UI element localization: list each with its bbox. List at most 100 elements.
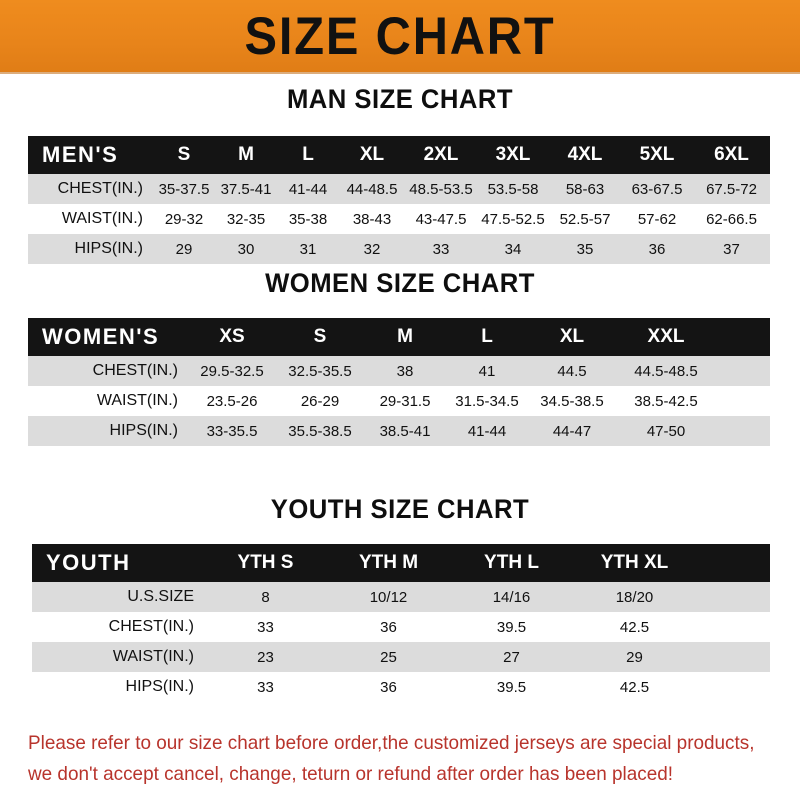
youth-col-header: YTH S [237,552,294,573]
women-cell: 38.5-42.5 [634,392,698,410]
disclaimer-line-2: we don't accept cancel, change, teturn o… [28,763,674,785]
youth-row-label: U.S.SIZE [127,588,194,605]
table-row: CHEST(IN.) 35-37.5 37.5-41 41-44 44-48.5… [28,174,770,204]
women-cell: 47-50 [646,422,686,440]
banner-bottom-edge [0,72,800,74]
table-row: CHEST(IN.) 33 36 39.5 42.5 [32,612,770,642]
men-cell: 53.5-58 [487,180,539,198]
women-cell: 41-44 [467,422,507,440]
women-col-header: S [313,326,327,347]
women-cell: 29-31.5 [379,392,431,410]
women-cell: 33-35.5 [206,422,258,440]
men-cell: 32 [363,240,381,258]
women-row-label: CHEST(IN.) [92,362,178,379]
men-col-header: XL [359,144,385,165]
youth-cell: 23 [257,648,274,666]
youth-row-label-header: YOUTH [46,550,131,575]
men-cell: 62-66.5 [706,210,757,228]
men-cell: 37 [723,240,740,258]
women-cell: 41 [478,362,496,380]
men-col-header: 2XL [423,144,459,165]
men-row-label: WAIST(IN.) [61,210,143,227]
men-row-label: CHEST(IN.) [57,180,143,197]
women-cell-spacer [716,356,770,386]
men-cell: 63-67.5 [631,180,683,198]
youth-cell: 18/20 [615,588,654,606]
men-col-header: 3XL [495,144,531,165]
banner-title: SIZE CHART [244,6,556,66]
women-row-label-header: WOMEN'S [42,324,160,349]
men-cell: 41-44 [288,180,328,198]
youth-cell: 27 [503,648,520,666]
youth-cell: 8 [261,588,270,606]
women-cell: 29.5-32.5 [200,362,264,380]
women-cell: 44-47 [552,422,592,440]
youth-cell: 42.5 [619,618,650,636]
women-cell: 38.5-41 [379,422,431,440]
youth-cell-spacer [696,642,770,672]
table-row: HIPS(IN.) 33 36 39.5 42.5 [32,672,770,702]
youth-cell: 29 [626,648,643,666]
youth-cell: 25 [380,648,397,666]
women-cell: 32.5-35.5 [288,362,352,380]
men-cell: 29-32 [164,210,204,228]
women-header-row: WOMEN'S XS S M L XL XXL [28,318,770,356]
youth-col-header: YTH M [358,552,419,573]
men-cell: 35-37.5 [158,180,210,198]
men-cell: 33 [432,240,450,258]
youth-row-label: HIPS(IN.) [125,678,194,695]
youth-cell: 10/12 [369,588,408,606]
women-cell: 34.5-38.5 [540,392,604,410]
men-cell: 47.5-52.5 [481,210,545,228]
women-cell-spacer [716,416,770,446]
men-cell: 57-62 [637,210,677,228]
women-cell: 31.5-34.5 [455,392,519,410]
men-cell: 38-43 [352,210,392,228]
men-cell: 67.5-72 [706,180,757,198]
youth-cell: 33 [257,618,274,636]
youth-col-header-spacer [696,544,770,582]
women-col-header: XL [559,326,585,347]
women-col-header: M [397,326,413,347]
men-cell: 52.5-57 [559,210,611,228]
men-cell: 48.5-53.5 [409,180,473,198]
table-row: WAIST(IN.) 23.5-26 26-29 29-31.5 31.5-34… [28,386,770,416]
youth-cell: 42.5 [619,678,650,696]
women-cell: 26-29 [300,392,340,410]
women-cell: 35.5-38.5 [288,422,352,440]
men-cell: 30 [237,240,255,258]
men-cell: 34 [504,240,522,258]
youth-cell-spacer [696,582,770,612]
table-row: CHEST(IN.) 29.5-32.5 32.5-35.5 38 41 44.… [28,356,770,386]
men-col-header: M [238,144,254,165]
youth-cell: 14/16 [492,588,531,606]
men-cell: 37.5-41 [220,180,272,198]
table-row: HIPS(IN.) 29 30 31 32 33 34 35 36 37 [28,234,770,264]
disclaimer-line-1: Please refer to our size chart before or… [28,732,755,754]
section-title-women: WOMEN SIZE CHART [265,268,535,298]
youth-row-label: CHEST(IN.) [108,618,194,635]
youth-cell: 39.5 [496,678,527,696]
section-title-man: MAN SIZE CHART [286,84,514,114]
banner: SIZE CHART [0,0,800,72]
women-row-label: HIPS(IN.) [109,422,178,439]
men-header-row: MEN'S S M L XL 2XL 3XL 4XL 5XL 6XL [28,136,770,174]
youth-size-table: YOUTH YTH S YTH M YTH L YTH XL U.S.SIZE … [32,544,770,702]
women-col-header: L [481,326,493,347]
men-cell: 43-47.5 [415,210,467,228]
women-cell: 44.5-48.5 [634,362,698,380]
youth-col-header: YTH L [484,552,539,573]
men-col-header: 5XL [639,144,675,165]
women-col-header: XXL [647,326,685,347]
men-cell: 29 [175,240,193,258]
youth-cell-spacer [696,672,770,702]
men-cell: 31 [299,240,317,258]
women-col-header-spacer [716,318,770,356]
women-cell: 44.5 [557,362,587,380]
men-col-header: S [177,144,191,165]
table-row: HIPS(IN.) 33-35.5 35.5-38.5 38.5-41 41-4… [28,416,770,446]
youth-cell-spacer [696,612,770,642]
youth-cell: 36 [380,678,397,696]
women-col-header: XS [219,326,245,347]
men-col-header: 4XL [567,144,603,165]
